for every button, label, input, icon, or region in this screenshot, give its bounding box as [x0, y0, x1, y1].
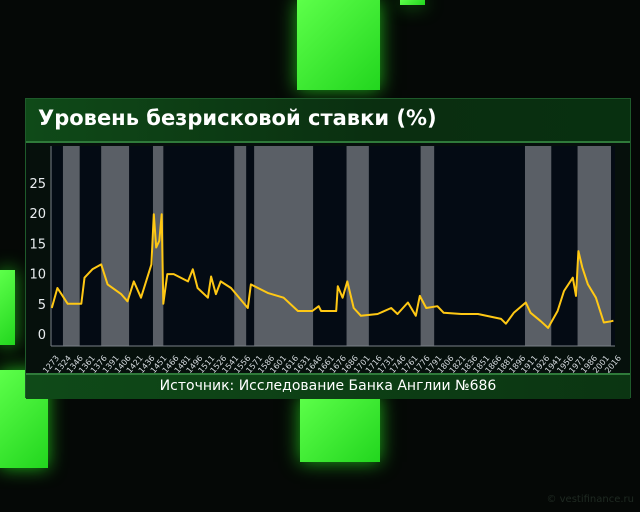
y-tick-label: 10	[29, 268, 46, 283]
background-green-block	[297, 0, 380, 90]
chart: 0510152025127313241346136113761391140614…	[29, 146, 623, 373]
y-tick-label: 25	[29, 177, 46, 192]
shaded-band	[101, 146, 130, 346]
background-green-block	[300, 396, 380, 462]
shaded-band	[420, 146, 435, 346]
shaded-band	[62, 146, 80, 346]
y-tick-label: 5	[38, 298, 46, 313]
y-tick-label: 20	[29, 207, 46, 222]
background-green-block	[400, 0, 425, 5]
chart-panel: Уровень безрисковой ставки (%) 0 5 10 15 20 2…	[25, 98, 631, 399]
shaded-band	[577, 146, 612, 346]
shaded-band	[346, 146, 369, 346]
source-bar: Источник: Исследование Банка Англии №686	[26, 373, 630, 399]
shaded-band	[152, 146, 164, 346]
shaded-band	[234, 146, 247, 346]
y-tick-label: 15	[29, 237, 46, 252]
watermark: © vestifinance.ru	[546, 494, 634, 505]
rate-series-line	[50, 213, 614, 329]
shaded-band	[524, 146, 552, 346]
y-tick-label: 0	[38, 328, 46, 343]
background-green-block	[0, 270, 15, 345]
chart-title: Уровень безрисковой ставки (%)	[38, 106, 437, 130]
title-bar: Уровень безрисковой ставки (%)	[26, 99, 630, 143]
plot-background	[51, 146, 615, 346]
shaded-band	[254, 146, 314, 346]
source-text: Источник: Исследование Банка Англии №686	[159, 378, 497, 394]
